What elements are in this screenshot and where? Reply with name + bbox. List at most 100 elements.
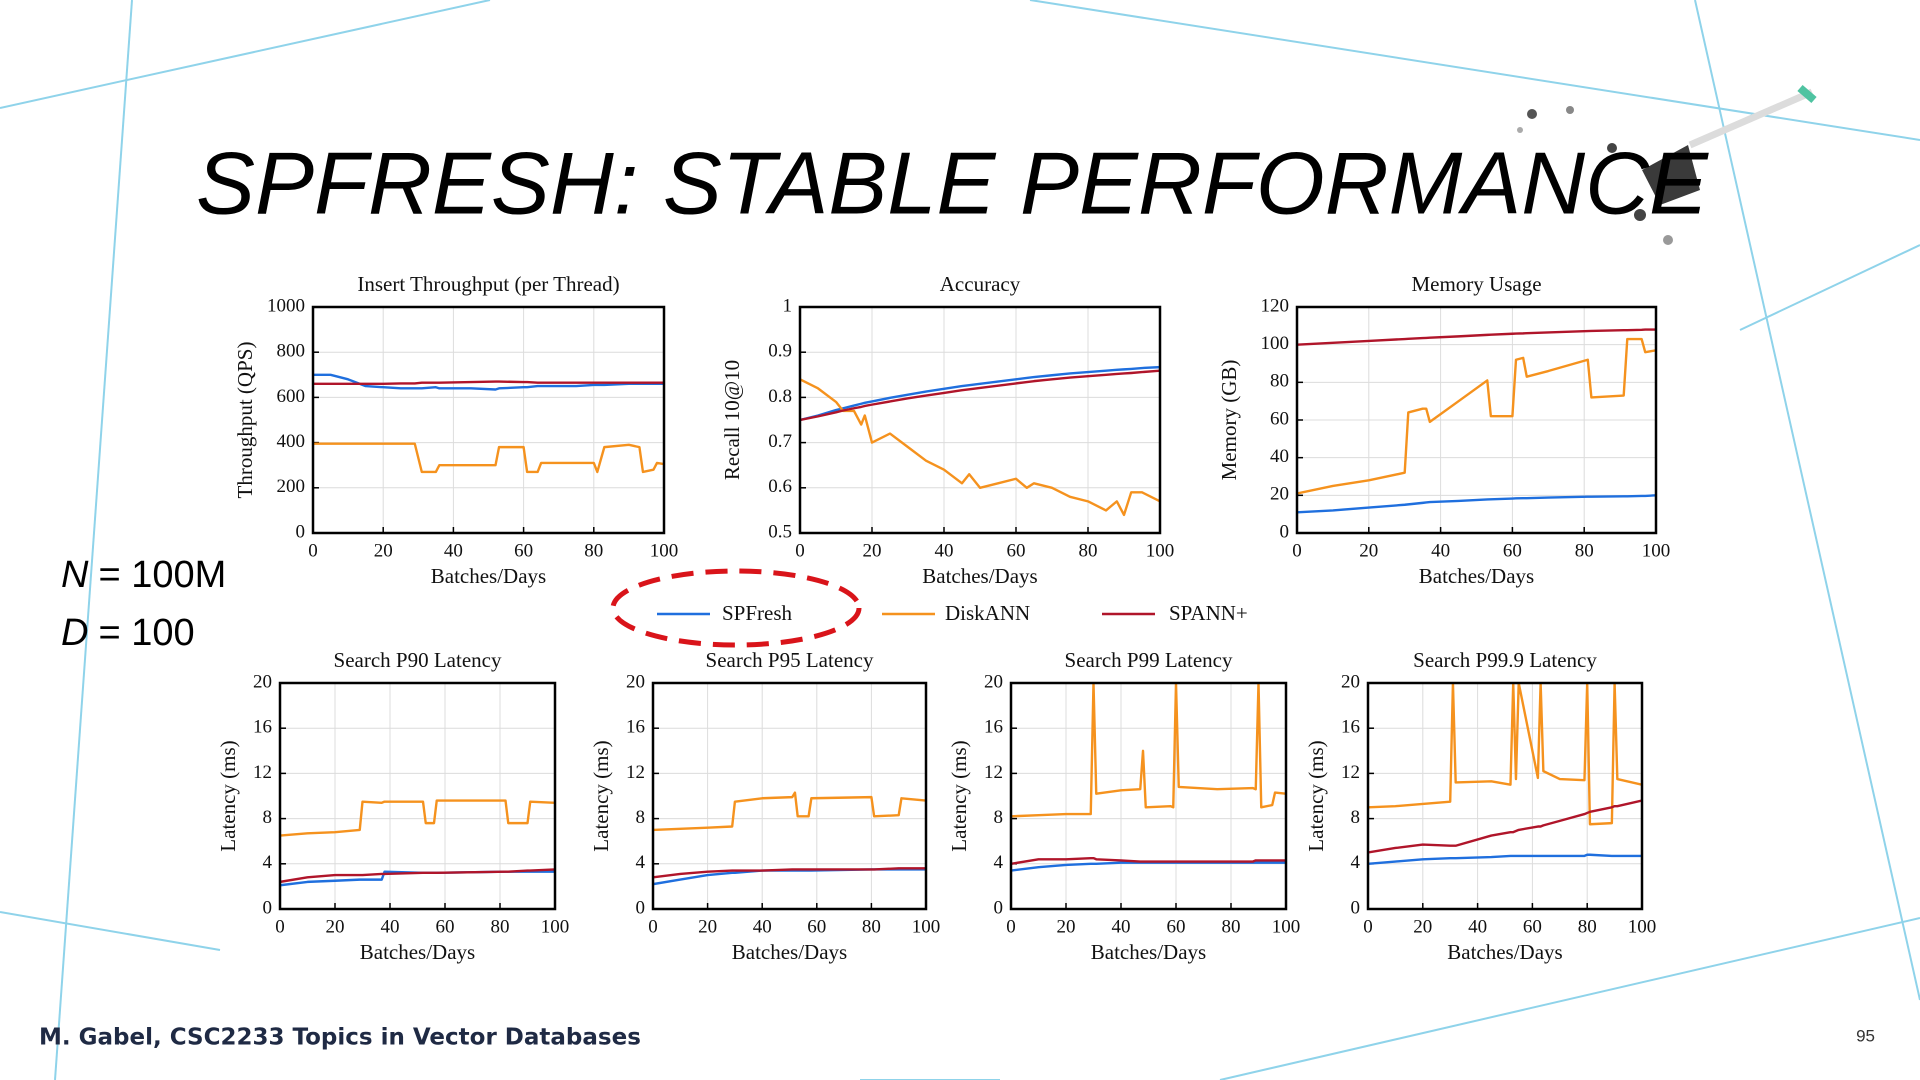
plot-area	[1368, 683, 1642, 909]
x-tick-label: 0	[275, 916, 285, 937]
x-tick-label: 0	[1006, 916, 1016, 937]
x-tick-label: 20	[1413, 916, 1432, 937]
annotation-symbol: N	[61, 554, 89, 596]
x-axis-label: Batches/Days	[360, 940, 475, 964]
y-tick-label: 80	[1270, 371, 1289, 392]
plot-frame	[1009, 681, 1288, 911]
x-tick-label: 20	[698, 916, 717, 937]
y-tick-label: 100	[1261, 333, 1290, 354]
x-tick-label: 0	[1292, 540, 1302, 561]
slide-title: SPFRESH: STABLE PERFORMANCE	[196, 133, 1709, 232]
y-tick-label: 20	[253, 671, 272, 692]
plot-area	[653, 683, 926, 909]
y-axis-label: Latency (ms)	[589, 740, 613, 851]
y-tick-label: 0	[1351, 897, 1361, 918]
x-tick-label: 80	[1575, 540, 1594, 561]
x-tick-label: 0	[308, 540, 318, 561]
x-tick-label: 40	[1468, 916, 1487, 937]
series-line	[280, 868, 555, 884]
plot-frame	[1366, 681, 1644, 911]
y-tick-label: 1	[783, 295, 793, 316]
x-tick-label: 100	[1146, 540, 1175, 561]
x-tick-label: 60	[436, 916, 455, 937]
x-tick-label: 60	[1007, 540, 1026, 561]
x-tick-label: 60	[1523, 916, 1542, 937]
chart: 0 20 40 60 80 100 0 4 8 12 16 20 Search P99 Latency B…	[947, 648, 1300, 964]
x-tick-label: 40	[935, 540, 954, 561]
chart-title: Accuracy	[940, 272, 1021, 296]
y-tick-label: 16	[984, 717, 1003, 738]
series-line	[1011, 856, 1286, 865]
x-tick-label: 60	[1167, 916, 1186, 937]
y-tick-label: 12	[253, 762, 272, 783]
y-tick-label: 4	[1351, 852, 1361, 873]
x-tick-label: 20	[326, 916, 345, 937]
chart-title: Search P99.9 Latency	[1413, 648, 1597, 672]
y-tick-label: 12	[626, 762, 645, 783]
y-axis-label: Throughput (QPS)	[233, 342, 257, 499]
y-tick-label: 4	[263, 852, 273, 873]
lines	[280, 799, 555, 887]
series-line	[313, 442, 664, 474]
x-tick-label: 100	[650, 540, 679, 561]
y-tick-label: 0	[994, 897, 1004, 918]
legend-label: SPANN+	[1169, 601, 1248, 625]
y-axis-label: Latency (ms)	[216, 740, 240, 851]
annotation-symbol: D	[61, 612, 88, 654]
x-axis-label: Batches/Days	[732, 940, 847, 964]
legend-label: SPFresh	[722, 601, 793, 625]
chart: 0 20 40 60 80 100 0 4 8 12 16 20 Search P95 Latency B…	[589, 648, 940, 964]
plot-frame	[311, 305, 666, 535]
annotation: D = 100	[61, 612, 195, 654]
x-tick-label: 20	[374, 540, 393, 561]
x-tick-label: 80	[1079, 540, 1098, 561]
y-tick-label: 0.8	[768, 386, 792, 407]
x-axis-label: Batches/Days	[922, 564, 1037, 588]
y-tick-label: 16	[1341, 717, 1360, 738]
chart-title: Memory Usage	[1411, 272, 1541, 296]
x-tick-label: 100	[1628, 916, 1657, 937]
y-tick-label: 20	[1270, 484, 1289, 505]
y-tick-label: 800	[277, 341, 306, 362]
y-tick-label: 4	[636, 852, 646, 873]
x-tick-label: 80	[584, 540, 603, 561]
plot-area	[1011, 683, 1286, 909]
x-tick-label: 60	[807, 916, 826, 937]
x-tick-label: 40	[753, 916, 772, 937]
y-tick-label: 0	[263, 897, 273, 918]
series-line	[1297, 328, 1656, 346]
x-tick-label: 0	[795, 540, 805, 561]
x-tick-label: 20	[863, 540, 882, 561]
series-line	[800, 365, 1160, 422]
y-tick-label: 0.9	[768, 341, 792, 362]
highlight-ellipse	[610, 568, 862, 648]
y-tick-label: 8	[1351, 807, 1361, 828]
y-tick-label: 1000	[267, 295, 305, 316]
x-tick-label: 20	[1359, 540, 1378, 561]
chart-title: Search P90 Latency	[334, 648, 502, 672]
chart-title: Search P95 Latency	[706, 648, 874, 672]
plot-frame	[1295, 305, 1658, 535]
x-tick-label: 0	[648, 916, 658, 937]
chart: 0 20 40 60 80 100 0 4 8 12 16 20 Search P99.9 Latenc…	[1304, 648, 1656, 964]
lines	[800, 365, 1160, 517]
series-line	[1297, 494, 1656, 514]
footer: M. Gabel, CSC2233 Topics in Vector Datab…	[39, 1025, 641, 1051]
plot-frame	[651, 681, 928, 911]
y-tick-label: 0.7	[768, 431, 792, 452]
x-tick-label: 40	[381, 916, 400, 937]
plot-area	[800, 307, 1160, 533]
y-tick-label: 20	[1341, 671, 1360, 692]
shovel-icon	[1517, 84, 1817, 245]
series-line	[800, 369, 1160, 422]
y-tick-label: 16	[253, 717, 272, 738]
series-line	[653, 867, 926, 879]
plot-frame	[278, 681, 557, 911]
y-tick-label: 40	[1270, 446, 1289, 467]
y-tick-label: 20	[984, 671, 1003, 692]
plot-area	[313, 307, 664, 533]
x-tick-label: 40	[1112, 916, 1131, 937]
